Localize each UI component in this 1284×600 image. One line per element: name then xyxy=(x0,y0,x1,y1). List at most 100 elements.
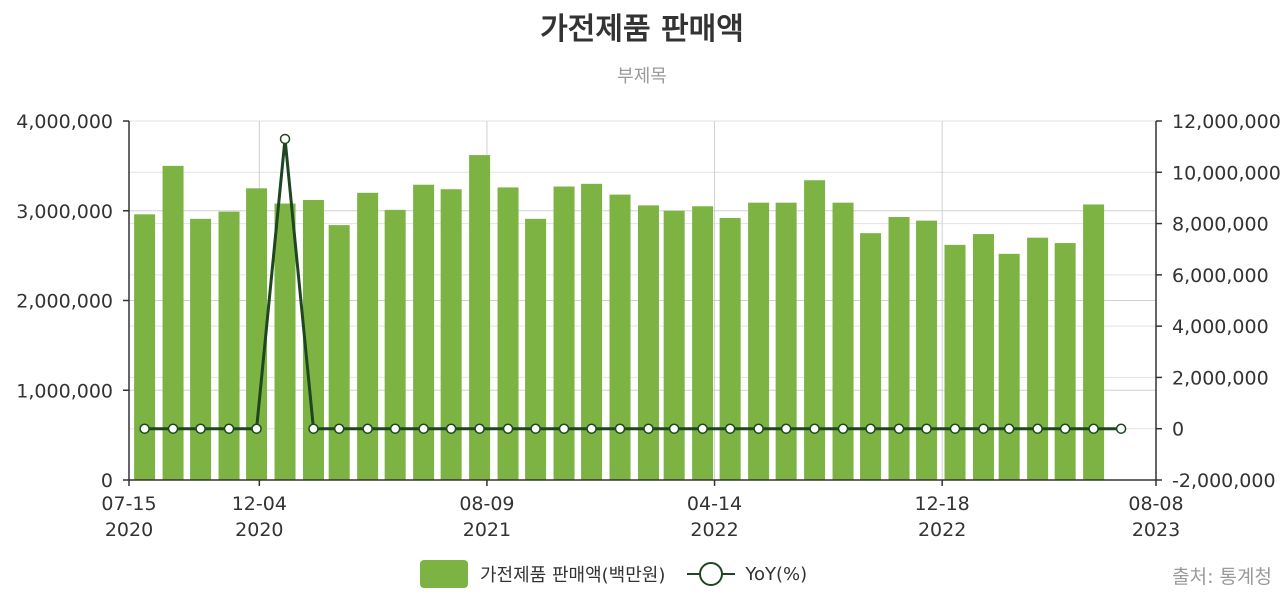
yoy-point xyxy=(333,423,345,434)
y-left-tick-label: 0 xyxy=(101,470,113,492)
bar xyxy=(998,253,1020,480)
bar xyxy=(440,189,462,480)
y-left-tick-label: 4,000,000 xyxy=(16,111,113,133)
legend-bar-swatch xyxy=(420,560,468,588)
yoy-point xyxy=(697,423,708,434)
yoy-point xyxy=(251,423,262,434)
bar xyxy=(609,194,631,480)
yoy-point xyxy=(809,423,820,434)
bar xyxy=(384,209,406,481)
y-right-tick-label: -2,000,000 xyxy=(1172,470,1276,492)
x-tick-label-year: 2022 xyxy=(690,519,738,541)
bar xyxy=(302,199,324,481)
bar xyxy=(218,211,240,480)
y-right-tick-label: 8,000,000 xyxy=(1172,214,1269,236)
yoy-point xyxy=(753,423,764,434)
y-right-tick-label: 10,000,000 xyxy=(1172,162,1281,184)
bar xyxy=(888,217,910,480)
yoy-point xyxy=(558,423,570,434)
x-tick-label: 07-15 xyxy=(101,493,156,515)
bar xyxy=(916,220,938,480)
bar xyxy=(190,218,212,480)
bar xyxy=(328,225,350,480)
bar xyxy=(1083,204,1105,480)
yoy-point xyxy=(1115,423,1127,434)
y-left-tick-label: 3,000,000 xyxy=(16,201,113,223)
yoy-point xyxy=(949,423,961,434)
x-tick-label: 12-04 xyxy=(232,493,287,515)
yoy-point xyxy=(865,423,876,434)
x-tick-label: 08-09 xyxy=(459,493,514,515)
bar xyxy=(357,192,379,481)
y-right-tick-label: 6,000,000 xyxy=(1172,265,1269,287)
chart-title: 가전제품 판매액 xyxy=(540,12,744,47)
yoy-point xyxy=(308,423,319,434)
x-tick-label: 12-18 xyxy=(915,493,970,515)
y-left-tick-label: 1,000,000 xyxy=(16,380,113,402)
legend-line-swatch xyxy=(687,560,736,588)
bar xyxy=(162,165,184,480)
yoy-point xyxy=(418,423,429,434)
x-tick-label-year: 2023 xyxy=(1132,519,1180,541)
bar xyxy=(134,214,156,480)
bar xyxy=(663,210,685,480)
x-tick-label-year: 2022 xyxy=(918,519,966,541)
bar xyxy=(274,203,296,480)
yoy-point xyxy=(362,423,373,434)
chart-plot: 0 1,000,000 2,000,000 3,000,000 4,000,000 -2,… xyxy=(16,111,1281,541)
bar xyxy=(246,188,268,480)
yoy-point xyxy=(921,423,932,434)
y-left-tick-label: 2,000,000 xyxy=(16,291,113,313)
x-tick-label-year: 2020 xyxy=(235,519,283,541)
yoy-point xyxy=(474,423,485,434)
bar xyxy=(775,202,797,481)
yoy-point xyxy=(445,423,457,434)
yoy-point xyxy=(780,423,792,434)
yoy-point xyxy=(614,423,626,434)
bar xyxy=(944,244,966,480)
y-right-tick-label: 0 xyxy=(1172,419,1184,441)
x-tick-label-year: 2020 xyxy=(105,519,153,541)
y-right-tick-label: 4,000,000 xyxy=(1172,316,1269,338)
yoy-point xyxy=(1032,423,1043,434)
bar xyxy=(804,180,826,481)
bar xyxy=(832,202,854,481)
yoy-point xyxy=(223,423,235,434)
bar xyxy=(860,233,882,480)
yoy-point xyxy=(978,423,989,434)
bar xyxy=(1027,237,1049,480)
yoy-point xyxy=(389,423,401,434)
yoy-point xyxy=(1088,423,1099,434)
bar xyxy=(553,186,575,480)
x-tick-label: 08-08 xyxy=(1128,493,1183,515)
bar xyxy=(581,183,603,480)
x-tick-label-year: 2021 xyxy=(463,519,511,541)
bar xyxy=(497,187,519,481)
y-right-tick-label: 12,000,000 xyxy=(1172,111,1281,133)
yoy-point xyxy=(724,423,736,434)
yoy-point xyxy=(837,423,849,434)
yoy-point xyxy=(586,423,597,434)
legend-item-sales[interactable]: 가전제품 판매액(백만원) xyxy=(420,560,665,588)
legend-label-sales: 가전제품 판매액(백만원) xyxy=(480,565,666,586)
bar xyxy=(637,205,659,481)
bar xyxy=(413,184,435,480)
yoy-point xyxy=(1059,423,1071,434)
yoy-point xyxy=(668,423,680,434)
yoy-point xyxy=(139,423,150,434)
bar xyxy=(748,202,770,481)
yoy-point xyxy=(502,423,514,434)
y-right-tick-label: 2,000,000 xyxy=(1172,367,1269,389)
yoy-point xyxy=(893,423,905,434)
x-tick-label: 04-14 xyxy=(687,493,742,515)
bar xyxy=(692,206,714,480)
yoy-point xyxy=(279,133,291,145)
bar xyxy=(1054,243,1076,480)
chart-subtitle: 부제목 xyxy=(617,66,667,87)
bar xyxy=(525,218,547,480)
legend-item-yoy[interactable]: YoY(%) xyxy=(687,560,807,588)
yoy-point xyxy=(167,423,179,434)
legend-label-yoy: YoY(%) xyxy=(745,563,808,585)
yoy-point xyxy=(1003,423,1015,434)
chart-source: 출처: 통계청 xyxy=(1172,566,1272,588)
